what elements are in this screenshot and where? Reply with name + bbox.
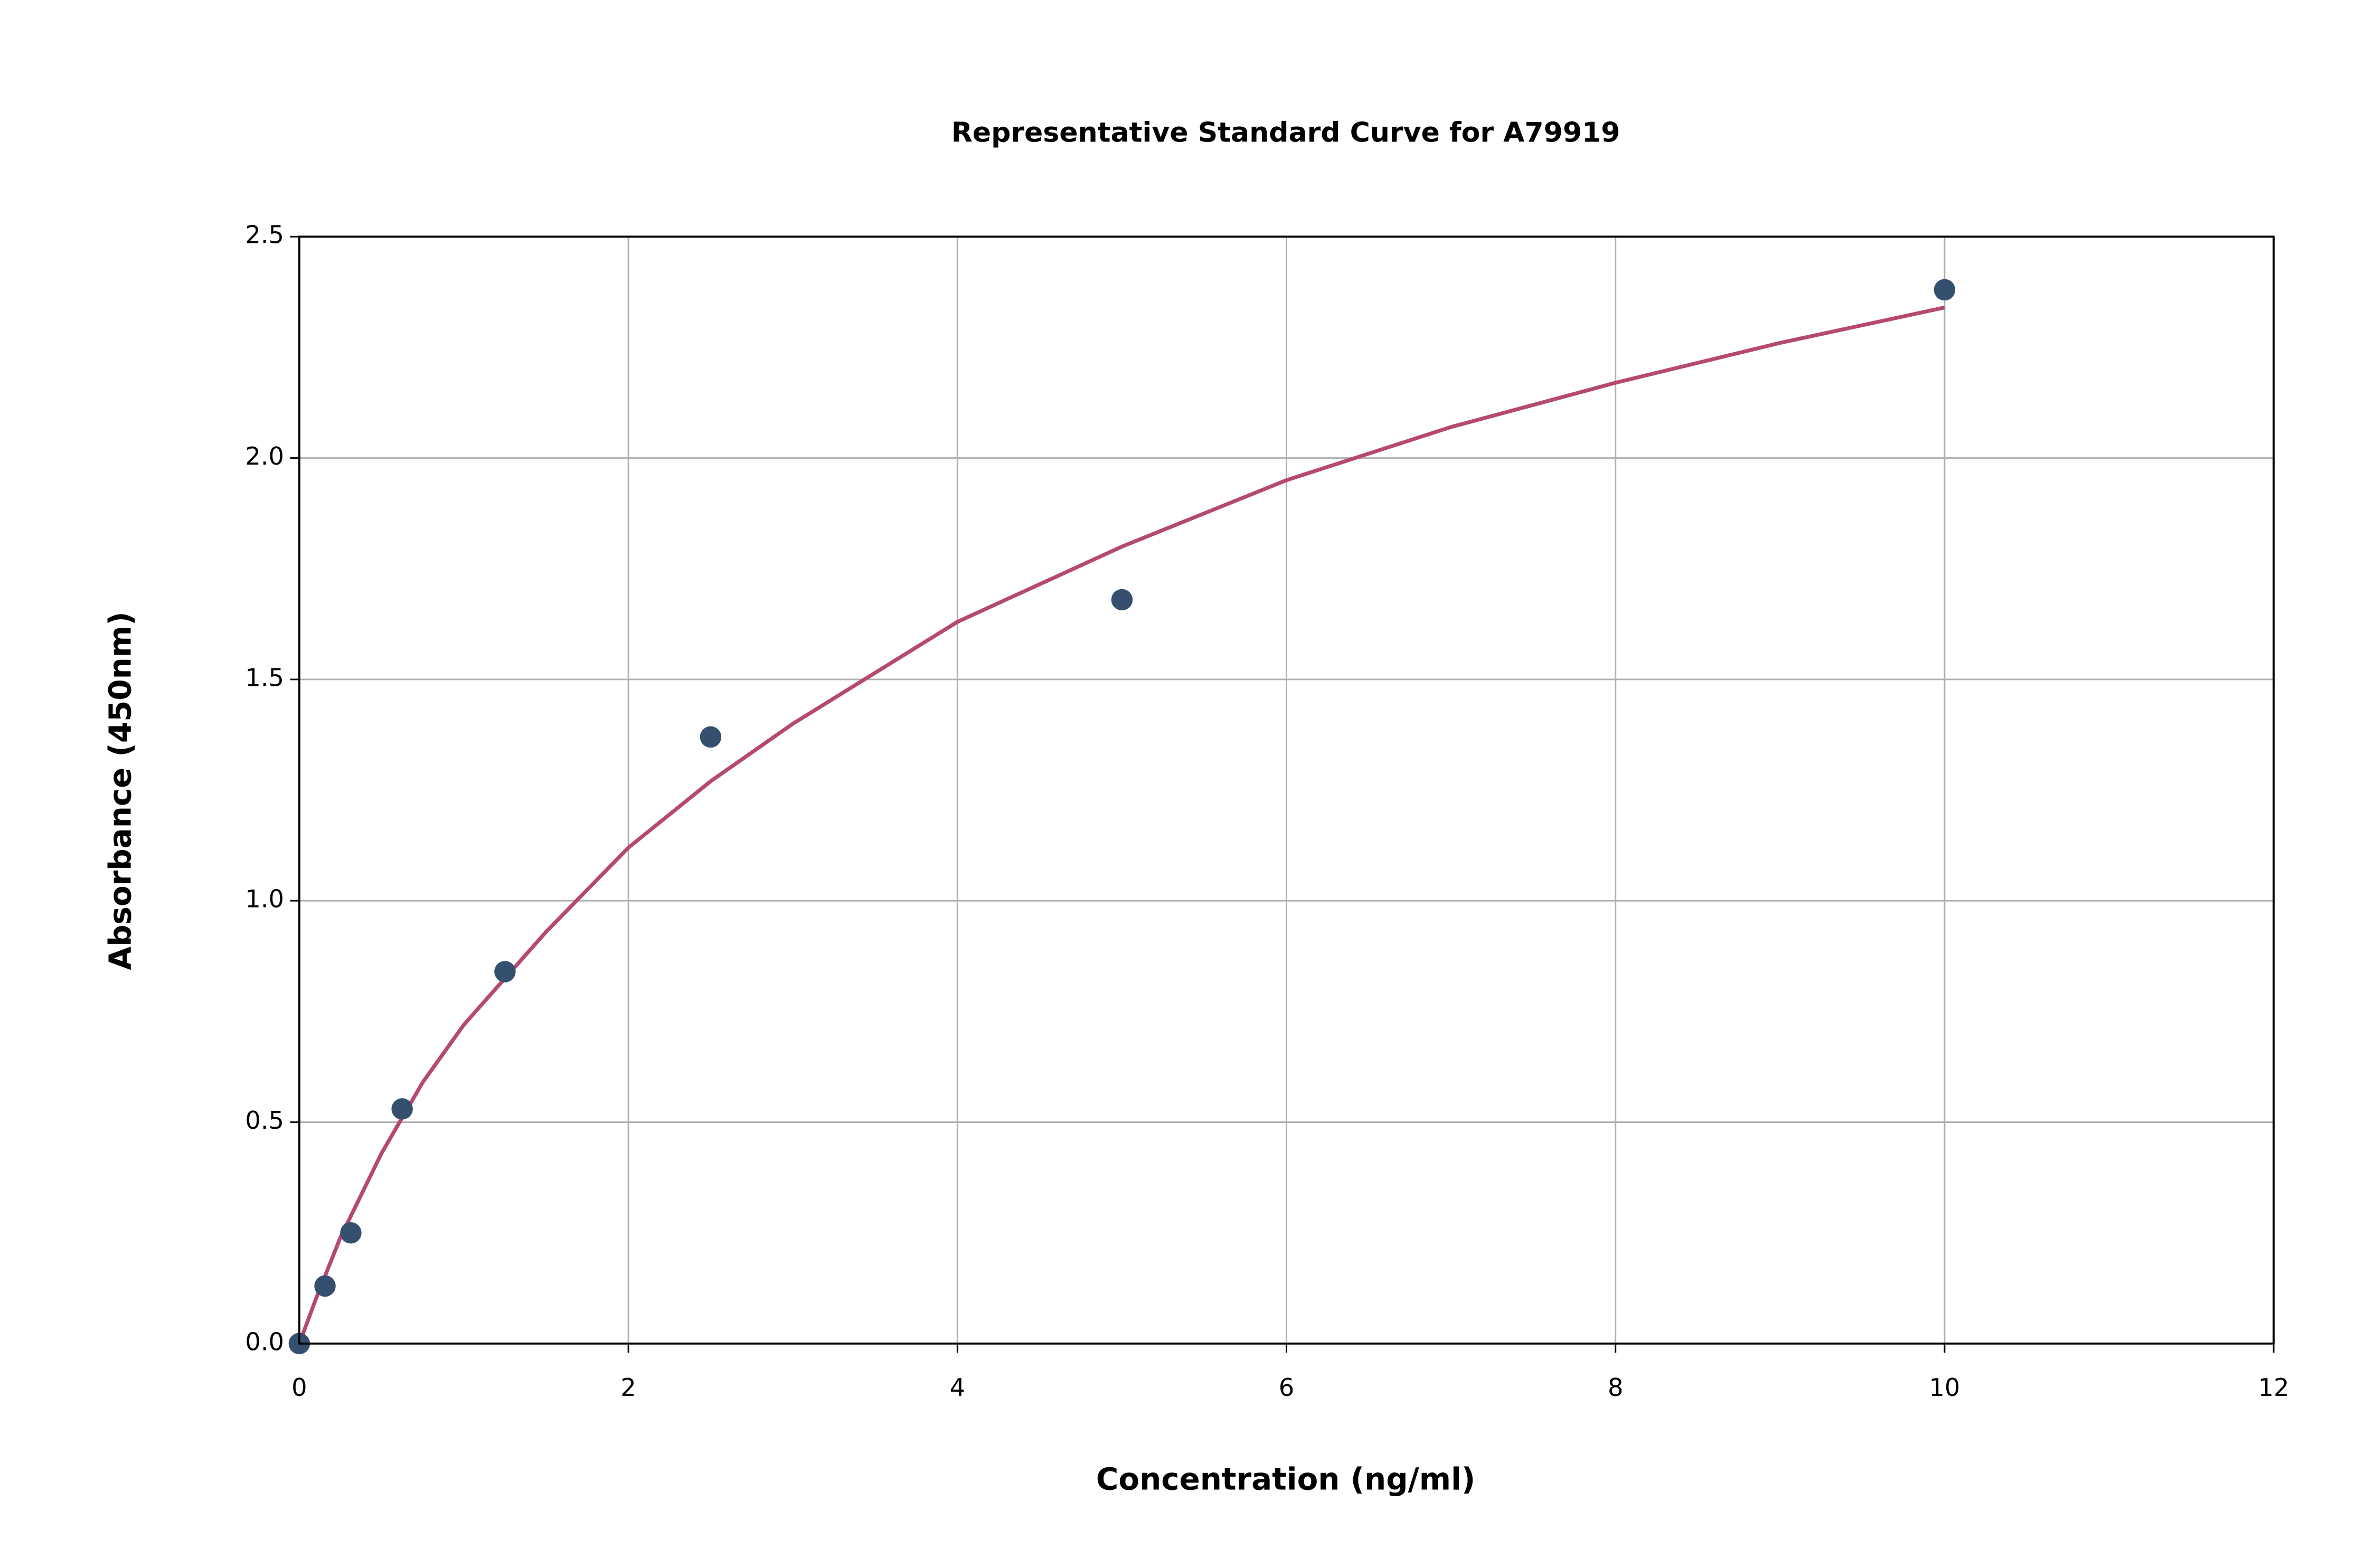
x-tick-label: 8 — [1608, 1373, 1623, 1402]
x-tick-label: 4 — [950, 1373, 965, 1402]
data-point — [391, 1098, 413, 1120]
x-tick-label: 0 — [291, 1373, 307, 1402]
y-tick-label: 0.0 — [245, 1327, 284, 1356]
data-point — [1111, 589, 1133, 611]
x-tick-label: 10 — [1929, 1373, 1960, 1402]
x-tick-label: 12 — [2258, 1373, 2289, 1402]
chart-title: Representative Standard Curve for A79919 — [951, 117, 1620, 148]
fit-curve — [297, 305, 1945, 1345]
x-tick-label: 6 — [1279, 1373, 1294, 1402]
plot-frame — [298, 235, 2275, 1345]
data-point — [314, 1275, 336, 1297]
y-tick-label: 1.5 — [245, 663, 284, 692]
y-axis-title: Absorbance (450nm) — [102, 611, 138, 970]
y-tick-label: 2.5 — [245, 221, 284, 249]
x-tick-label: 2 — [620, 1373, 636, 1402]
data-point — [340, 1222, 362, 1244]
y-tick-label: 2.0 — [245, 442, 284, 470]
y-tick-label: 0.5 — [245, 1106, 284, 1135]
data-point — [1934, 279, 1956, 301]
data-point — [700, 726, 722, 748]
x-axis-title: Concentration (ng/ml) — [1096, 1461, 1475, 1497]
y-tick-label: 1.0 — [245, 885, 284, 913]
data-point — [494, 961, 516, 983]
